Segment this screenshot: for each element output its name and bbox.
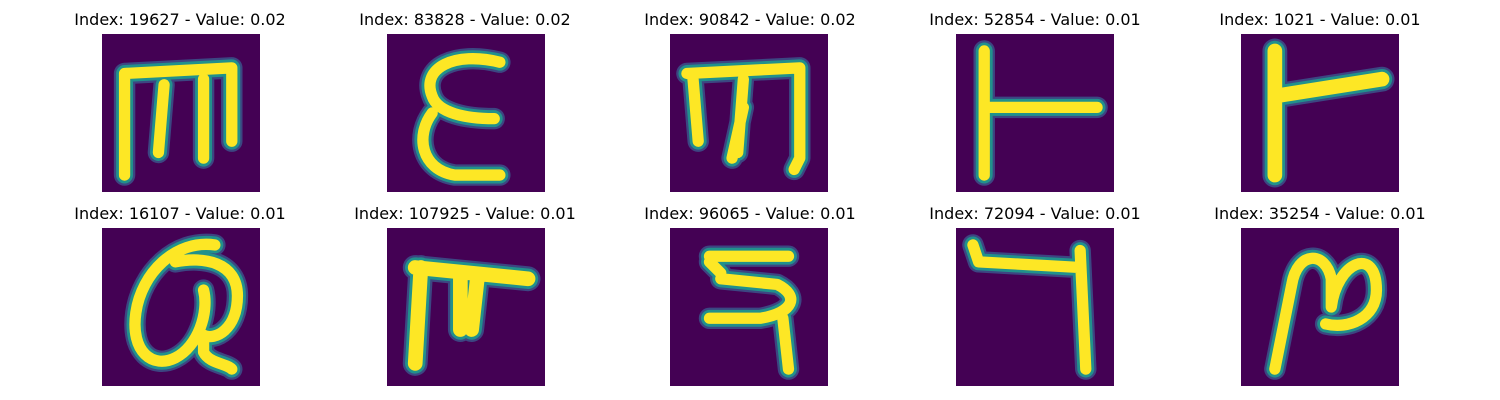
glyph-strokes — [676, 57, 811, 181]
panel-title: Index: 72094 - Value: 0.01 — [929, 204, 1141, 223]
glyph-image — [1241, 228, 1399, 386]
glyph-strokes — [962, 234, 1097, 380]
glyph-strokes — [412, 48, 511, 186]
glyph-stroke-layer-3 — [681, 62, 806, 176]
panel-title: Index: 1021 - Value: 0.01 — [1219, 10, 1421, 29]
panel-title: Index: 19627 - Value: 0.02 — [74, 10, 286, 29]
glyph-strokes — [402, 255, 541, 376]
panel-4: Index: 52854 - Value: 0.01 — [885, 0, 1185, 194]
panel-3: Index: 90842 - Value: 0.02 — [600, 0, 900, 194]
glyph-image — [387, 34, 545, 192]
glyph-image — [387, 228, 545, 386]
glyph-stroke-layer-3 — [967, 239, 1092, 375]
glyph-stroke-layer-3 — [978, 45, 1103, 181]
panel-10: Index: 35254 - Value: 0.01 — [1170, 194, 1470, 388]
glyph-strokes — [1262, 38, 1395, 188]
panel-6: Index: 16107 - Value: 0.01 — [30, 194, 330, 388]
glyph-stroke-layer-3 — [1267, 43, 1390, 183]
glyph-image — [102, 228, 260, 386]
glyph-stroke-layer-3 — [1269, 252, 1383, 375]
panel-title: Index: 83828 - Value: 0.02 — [359, 10, 571, 29]
panel-5: Index: 1021 - Value: 0.01 — [1170, 0, 1470, 194]
panel-2: Index: 83828 - Value: 0.02 — [315, 0, 615, 194]
glyph-strokes — [113, 57, 243, 186]
panel-7: Index: 107925 - Value: 0.01 — [315, 194, 615, 388]
panel-8: Index: 96065 - Value: 0.01 — [600, 194, 900, 388]
glyph-stroke-layer-3 — [129, 238, 244, 375]
panel-title: Index: 52854 - Value: 0.01 — [929, 10, 1141, 29]
panel-title: Index: 16107 - Value: 0.01 — [74, 204, 286, 223]
panel-title: Index: 107925 - Value: 0.01 — [354, 204, 576, 223]
glyph-image — [670, 228, 828, 386]
glyph-strokes — [698, 245, 802, 380]
glyph-strokes — [124, 233, 249, 380]
glyph-stroke-layer-3 — [118, 62, 238, 181]
panel-title: Index: 35254 - Value: 0.01 — [1214, 204, 1426, 223]
panel-9: Index: 72094 - Value: 0.01 — [885, 194, 1185, 388]
glyph-stroke-layer-3 — [417, 53, 506, 181]
glyph-strokes — [973, 40, 1108, 186]
glyph-image — [670, 34, 828, 192]
panel-title: Index: 96065 - Value: 0.01 — [644, 204, 856, 223]
glyph-stroke-layer-3 — [407, 260, 536, 371]
glyph-image — [956, 228, 1114, 386]
glyph-strokes — [1264, 247, 1388, 380]
panel-title: Index: 90842 - Value: 0.02 — [644, 10, 856, 29]
glyph-image — [102, 34, 260, 192]
glyph-image — [956, 34, 1114, 192]
glyph-stroke-layer-3 — [703, 250, 797, 375]
glyph-image — [1241, 34, 1399, 192]
panel-1: Index: 19627 - Value: 0.02 — [30, 0, 330, 194]
